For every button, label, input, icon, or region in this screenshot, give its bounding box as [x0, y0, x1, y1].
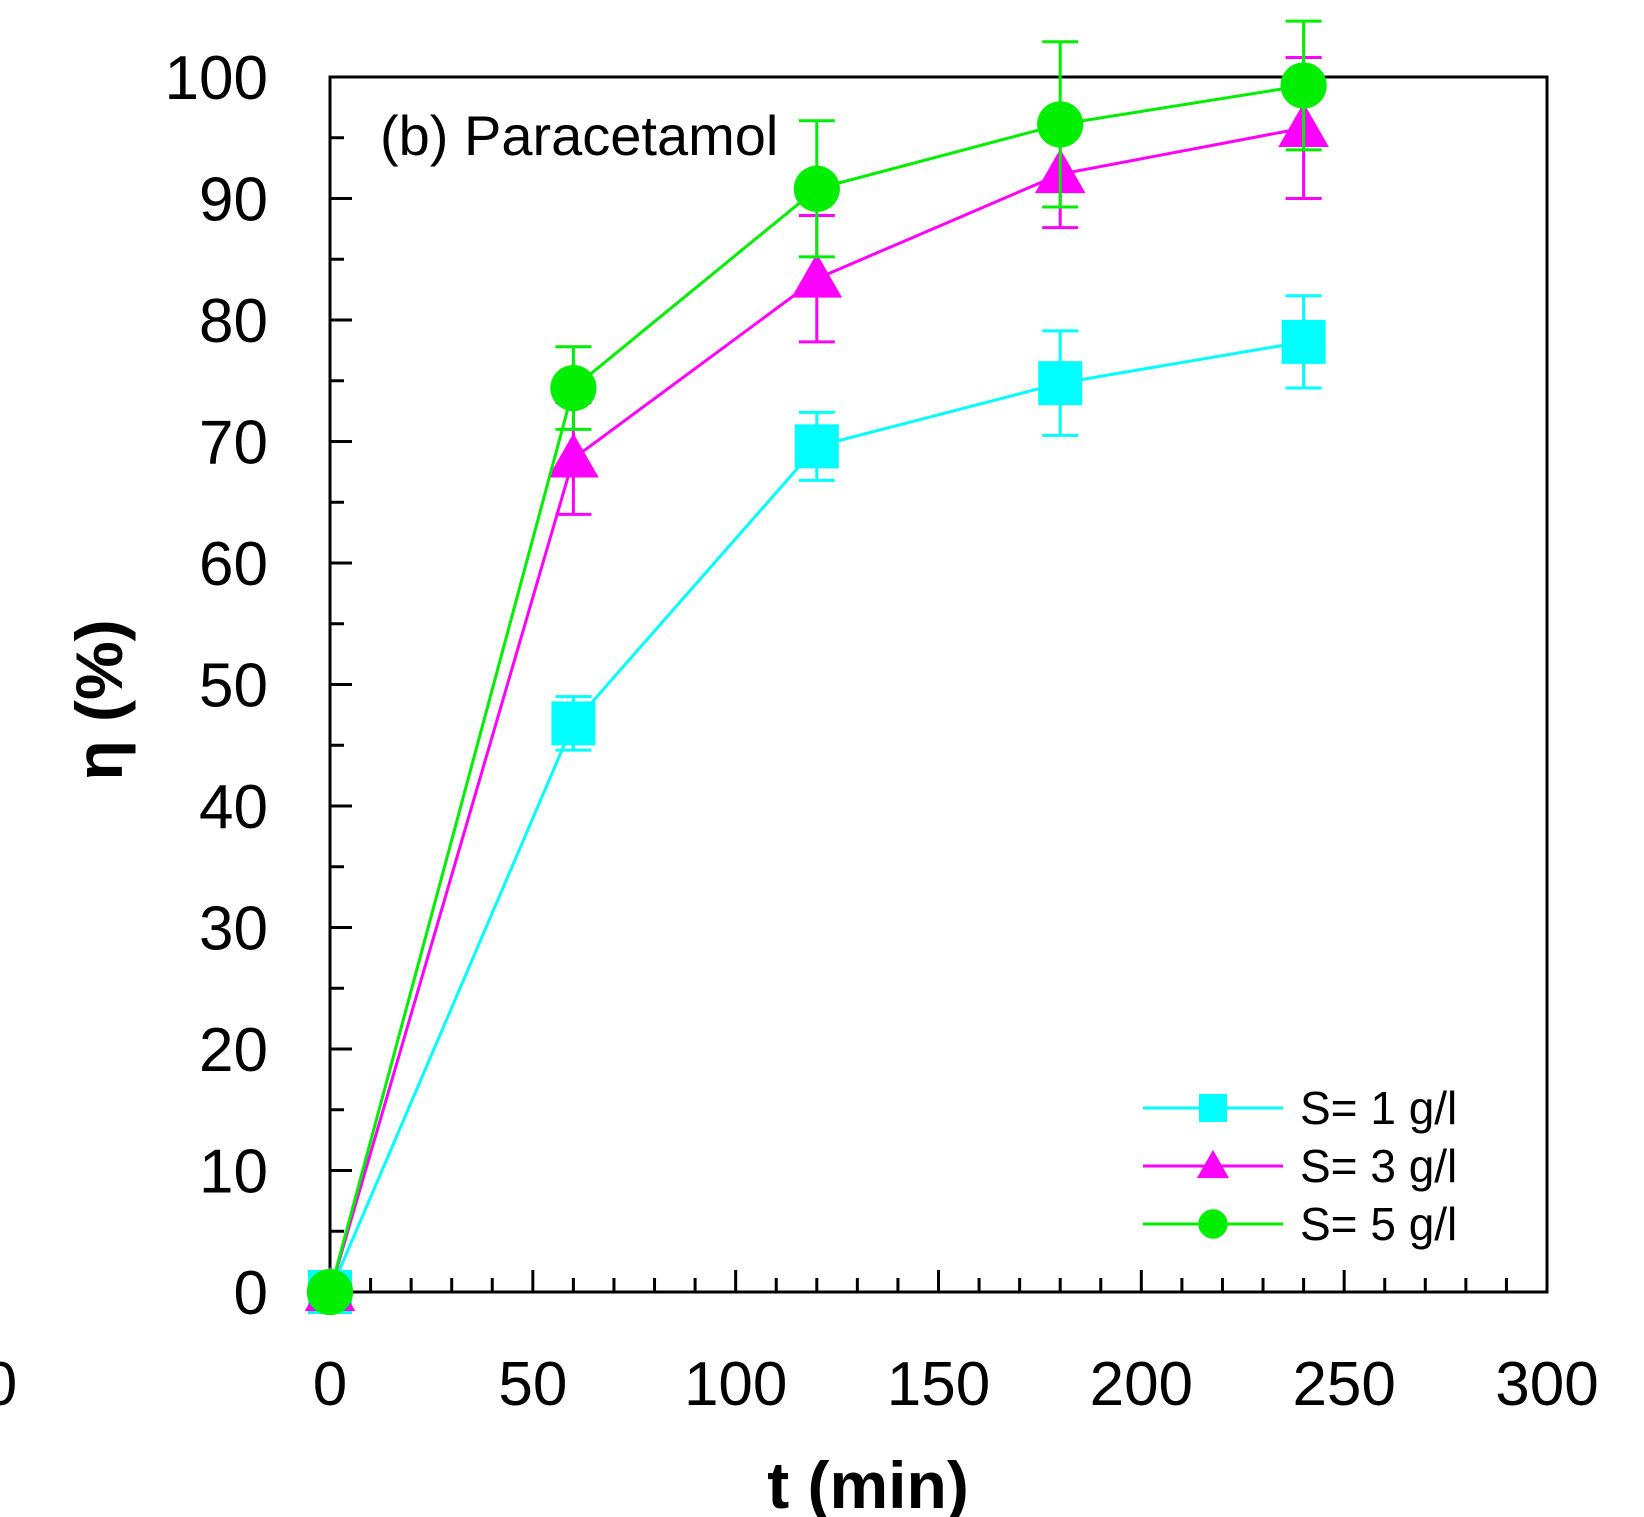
y-tick-label: 70: [199, 409, 268, 478]
data-point: [1280, 62, 1327, 109]
data-point: [551, 701, 596, 746]
chart-annotation: (b) Paracetamol: [380, 104, 778, 167]
y-tick-label: 30: [199, 895, 268, 964]
data-point: [550, 364, 597, 412]
y-tick-label: 80: [199, 287, 268, 356]
x-tick-label: 0: [313, 1350, 347, 1419]
y-tick-label: 90: [199, 166, 268, 235]
x-tick-label: 100: [684, 1350, 787, 1419]
data-point: [1037, 101, 1084, 148]
legend: S= 1 g/l S= 3 g/l S= 5 g/l: [1143, 1082, 1457, 1250]
data-point: [1281, 319, 1326, 364]
data-point: [791, 253, 843, 298]
y-tick-label: 0: [234, 1259, 268, 1328]
x-tick-label: 300: [1495, 1350, 1598, 1419]
x-tick-label-extra: 0: [0, 1350, 17, 1419]
y-tick-label: 60: [199, 530, 268, 599]
x-tick-label: 50: [498, 1350, 567, 1419]
y-tick-label: 10: [199, 1138, 268, 1207]
legend-label: S= 1 g/l: [1300, 1082, 1457, 1134]
x-tick-label: 150: [887, 1350, 990, 1419]
x-tick-label: 200: [1090, 1350, 1193, 1419]
legend-label: S= 5 g/l: [1300, 1198, 1457, 1250]
y-tick-label: 50: [199, 652, 268, 721]
legend-marker: [1196, 1149, 1230, 1179]
data-point: [793, 165, 840, 212]
data-point: [1038, 361, 1083, 406]
legend-marker: [1199, 1094, 1227, 1122]
x-axis-title: t (min): [767, 1448, 969, 1517]
y-tick-label: 20: [199, 1016, 268, 1085]
x-tick-label: 250: [1292, 1350, 1395, 1419]
y-tick-label: 100: [165, 44, 268, 113]
series-3: [306, 19, 1327, 1316]
data-point: [306, 1268, 354, 1316]
legend-marker: [1198, 1209, 1228, 1239]
data-point: [548, 433, 599, 478]
data-point: [794, 424, 839, 469]
legend-label: S= 3 g/l: [1300, 1140, 1457, 1192]
series-line: [328, 340, 1304, 1293]
y-axis-title: η (%): [62, 619, 136, 780]
y-tick-label: 40: [199, 773, 268, 842]
